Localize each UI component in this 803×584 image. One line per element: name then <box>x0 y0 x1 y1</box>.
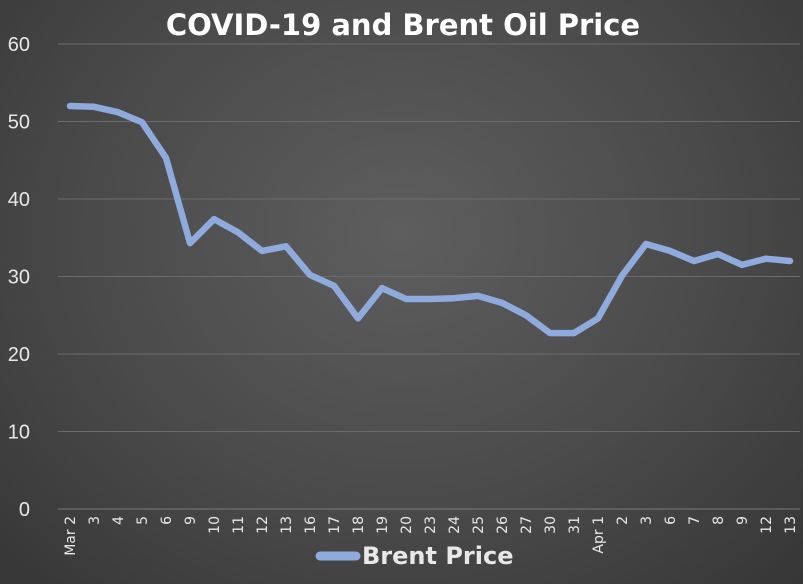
x-tick-label: 19 <box>375 516 391 534</box>
legend-label: Brent Price <box>362 542 513 570</box>
y-tick-label: 60 <box>8 34 30 56</box>
x-tick-label: 7 <box>687 516 703 525</box>
x-tick-label: 6 <box>159 516 175 525</box>
x-tick-label: 6 <box>663 516 679 525</box>
y-tick-label: 40 <box>8 189 30 211</box>
x-tick-label: 2 <box>615 516 631 525</box>
x-tick-label: 16 <box>303 516 319 534</box>
x-tick-label: 8 <box>711 516 727 525</box>
x-tick-label: 24 <box>447 516 463 534</box>
x-tick-label: 31 <box>567 516 583 534</box>
x-tick-label: 4 <box>111 516 127 525</box>
y-tick-label: 0 <box>19 499 30 521</box>
x-tick-label: 10 <box>207 516 223 534</box>
x-tick-label: 11 <box>231 516 247 534</box>
x-tick-label: 12 <box>255 516 271 534</box>
x-tick-label: 3 <box>639 516 655 525</box>
x-tick-label: Apr 1 <box>591 516 607 554</box>
x-tick-label: 3 <box>87 516 103 525</box>
x-tick-label: 9 <box>735 516 751 525</box>
x-tick-label: 18 <box>351 516 367 534</box>
x-tick-label: 26 <box>495 516 511 534</box>
y-tick-label: 20 <box>8 344 30 366</box>
x-tick-label: 12 <box>759 516 775 534</box>
legend: Brent Price <box>315 542 513 570</box>
x-tick-label: 30 <box>543 516 559 534</box>
x-tick-label: 20 <box>399 516 415 534</box>
x-tick-label: 25 <box>471 516 487 534</box>
x-tick-label: 27 <box>519 516 535 534</box>
x-tick-label: 9 <box>183 516 199 525</box>
x-tick-label: Mar 2 <box>63 516 79 556</box>
chart-title: COVID-19 and Brent Oil Price <box>166 8 640 42</box>
y-tick-label: 50 <box>8 112 30 134</box>
x-tick-label: 17 <box>327 516 343 534</box>
x-tick-label: 13 <box>279 516 295 534</box>
x-tick-label: 23 <box>423 516 439 534</box>
y-tick-label: 10 <box>8 422 30 444</box>
x-tick-label: 5 <box>135 516 151 525</box>
y-tick-label: 30 <box>8 267 30 289</box>
x-tick-label: 13 <box>783 516 799 534</box>
